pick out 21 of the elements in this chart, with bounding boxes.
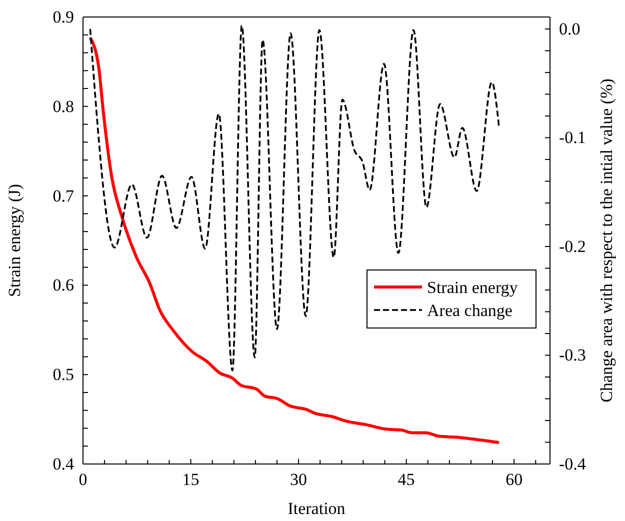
y-tick-label: 0.4 (52, 454, 74, 474)
y2-tick-label: -0.3 (559, 346, 586, 365)
y-tick-label: 0.6 (52, 276, 74, 295)
x-tick-label: 0 (78, 470, 88, 490)
y2-tick-label: -0.4 (559, 454, 586, 474)
x-tick-label: 30 (290, 470, 308, 490)
x-tick-label: 45 (398, 470, 415, 490)
y2-tick-label: -0.1 (559, 128, 586, 148)
y-axis-title: Strain energy (J) (5, 184, 24, 297)
x-axis-title: Iteration (288, 499, 346, 518)
y-tick-label: 0.9 (52, 7, 74, 26)
legend-label: Strain energy (427, 278, 518, 297)
x-tick-label: 60 (506, 470, 523, 490)
y2-tick-label: -0.2 (559, 236, 586, 256)
y-tick-label: 0.8 (52, 96, 74, 116)
y-tick-label: 0.5 (52, 365, 74, 384)
y-tick-label: 0.7 (52, 186, 74, 206)
y2-tick-label: 0.0 (559, 19, 580, 38)
y2-axis-title: Change area with respect to the intial value (%) (597, 78, 616, 402)
x-tick-label: 15 (182, 470, 200, 490)
legend-label: Area change (427, 301, 512, 320)
